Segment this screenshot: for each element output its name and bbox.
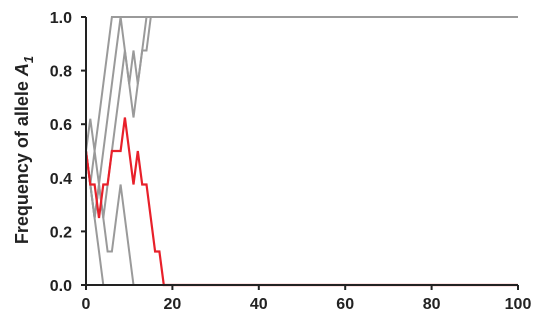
- series-line-3: [85, 16, 518, 219]
- y-axis-ticks: 0.0 0.2 0.4 0.6 0.8 1.0: [50, 10, 86, 295]
- series-lines: [84, 16, 518, 287]
- y-tick-label: 0.8: [50, 64, 72, 81]
- x-tick-label: 40: [250, 296, 268, 313]
- y-axis-label: Frequency of allele A1: [12, 56, 36, 244]
- y-axis-label-subscript: 1: [21, 56, 36, 63]
- y-tick-label: 0.0: [50, 278, 72, 295]
- y-tick-label: 0.6: [50, 117, 72, 134]
- series-line-1: [85, 16, 518, 152]
- y-tick-label: 0.2: [50, 224, 72, 241]
- x-tick-label: 60: [336, 296, 354, 313]
- y-axis-label-symbol: A: [12, 63, 32, 77]
- x-axis-ticks: 0 20 40 60 80 100: [82, 285, 532, 313]
- y-axis-label-prefix: Frequency of allele: [12, 76, 32, 244]
- x-tick-label: 100: [505, 296, 532, 313]
- series-line-2: [85, 16, 518, 219]
- x-tick-label: 20: [164, 296, 182, 313]
- y-tick-label: 1.0: [50, 10, 72, 27]
- x-tick-label: 80: [423, 296, 441, 313]
- series-line-highlight: [84, 117, 518, 287]
- y-tick-label: 0.4: [50, 171, 72, 188]
- x-tick-label: 0: [82, 296, 91, 313]
